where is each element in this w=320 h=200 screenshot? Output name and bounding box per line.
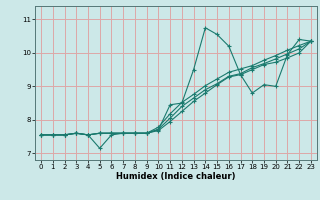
X-axis label: Humidex (Indice chaleur): Humidex (Indice chaleur) <box>116 172 236 181</box>
